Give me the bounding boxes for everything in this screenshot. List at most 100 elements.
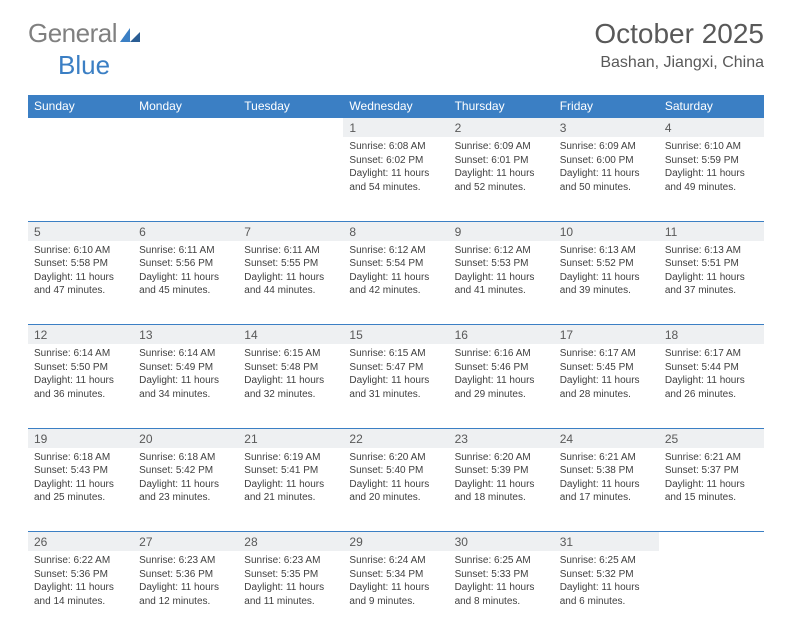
weekday-header: Tuesday bbox=[238, 95, 343, 118]
month-title: October 2025 bbox=[594, 18, 764, 50]
sunrise: Sunrise: 6:25 AM bbox=[455, 555, 531, 566]
sunrise: Sunrise: 6:25 AM bbox=[560, 555, 636, 566]
daylight: Daylight: 11 hours and 26 minutes. bbox=[665, 375, 745, 400]
daylight: Daylight: 11 hours and 52 minutes. bbox=[455, 168, 535, 193]
day-detail-cell: Sunrise: 6:11 AMSunset: 5:56 PMDaylight:… bbox=[133, 241, 238, 325]
day-number-cell: 28 bbox=[238, 532, 343, 552]
weekday-header: Sunday bbox=[28, 95, 133, 118]
daylight: Daylight: 11 hours and 11 minutes. bbox=[244, 582, 324, 607]
day-number-cell: 31 bbox=[554, 532, 659, 552]
day-detail-cell: Sunrise: 6:17 AMSunset: 5:45 PMDaylight:… bbox=[554, 344, 659, 428]
sunset: Sunset: 5:36 PM bbox=[139, 569, 213, 580]
day-detail-cell: Sunrise: 6:14 AMSunset: 5:50 PMDaylight:… bbox=[28, 344, 133, 428]
day-detail-cell: Sunrise: 6:25 AM Sunset: 5:33 PM Daylight:… bbox=[449, 551, 554, 635]
sunset: Sunset: 5:40 PM bbox=[349, 465, 423, 476]
day-number-cell: 29 bbox=[343, 532, 448, 552]
sunset: Sunset: 5:36 PM bbox=[34, 569, 108, 580]
day-detail-cell: Sunrise: 6:09 AM Sunset: 6:01 PM Daylight:… bbox=[449, 137, 554, 221]
day-detail-cell: Sunrise: 6:08 AMSunset: 6:02 PMDaylight:… bbox=[343, 137, 448, 221]
detail-row: Sunrise: 6:22 AMSunset: 5:36 PMDaylight:… bbox=[28, 551, 764, 635]
daylight: Daylight: 11 hours and 49 minutes. bbox=[665, 168, 745, 193]
day-number-cell: 15 bbox=[343, 325, 448, 345]
sunset: Sunset: 5:48 PM bbox=[244, 362, 318, 373]
title-block: October 2025 Bashan, Jiangxi, China bbox=[594, 18, 764, 72]
sunset: Sunset: 5:39 PM bbox=[455, 465, 529, 476]
day-number-cell: 24 bbox=[554, 428, 659, 448]
sunset: Sunset: 5:46 PM bbox=[455, 362, 529, 373]
weekday-header: Thursday bbox=[449, 95, 554, 118]
page: General October 2025 Bashan, Jiangxi, Ch… bbox=[0, 0, 792, 612]
logo-text-gray: General bbox=[28, 18, 117, 49]
sunrise: Sunrise: 6:11 AM bbox=[244, 245, 319, 256]
weekday-header: Wednesday bbox=[343, 95, 448, 118]
detail-row: Sunrise: 6:08 AMSunset: 6:02 PMDaylight:… bbox=[28, 137, 764, 221]
day-number-cell: 18 bbox=[659, 325, 764, 345]
daylight: Daylight: 11 hours and 9 minutes. bbox=[349, 582, 429, 607]
day-number-cell bbox=[659, 532, 764, 552]
day-number-cell bbox=[28, 118, 133, 138]
sunrise: Sunrise: 6:12 AM bbox=[455, 245, 531, 256]
day-detail-cell: Sunrise: 6:10 AMSunset: 5:58 PMDaylight:… bbox=[28, 241, 133, 325]
sunset: Sunset: 6:02 PM bbox=[349, 155, 423, 166]
sunset: Sunset: 5:33 PM bbox=[455, 569, 529, 580]
detail-row: Sunrise: 6:18 AM Sunset: 5:43 PM Daylight:… bbox=[28, 448, 764, 532]
day-detail-cell: Sunrise: 6:09 AMSunset: 6:00 PMDaylight:… bbox=[554, 137, 659, 221]
sunset: Sunset: 5:42 PM bbox=[139, 465, 213, 476]
daylight: Daylight: 11 hours and 18 minutes. bbox=[455, 479, 535, 504]
sunset: Sunset: 6:01 PM bbox=[455, 155, 529, 166]
daylight: Daylight: 11 hours and 37 minutes. bbox=[665, 272, 745, 297]
sunrise: Sunrise: 6:15 AM bbox=[349, 348, 425, 359]
day-number-cell bbox=[238, 118, 343, 138]
sunrise: Sunrise: 6:14 AM bbox=[139, 348, 215, 359]
sunrise: Sunrise: 6:17 AM bbox=[665, 348, 741, 359]
day-number-cell: 19 bbox=[28, 428, 133, 448]
daylight: Daylight: 11 hours and 15 minutes. bbox=[665, 479, 745, 504]
day-detail-cell: Sunrise: 6:23 AMSunset: 5:35 PMDaylight:… bbox=[238, 551, 343, 635]
day-detail-cell: Sunrise: 6:15 AMSunset: 5:47 PMDaylight:… bbox=[343, 344, 448, 428]
sunrise: Sunrise: 6:09 AM bbox=[455, 141, 531, 152]
daylight: Daylight: 11 hours and 6 minutes. bbox=[560, 582, 640, 607]
sunset: Sunset: 5:58 PM bbox=[34, 258, 108, 269]
sunrise: Sunrise: 6:14 AM bbox=[34, 348, 110, 359]
weekday-header: Saturday bbox=[659, 95, 764, 118]
sunset: Sunset: 5:53 PM bbox=[455, 258, 529, 269]
sunrise: Sunrise: 6:20 AM bbox=[455, 452, 531, 463]
sunrise: Sunrise: 6:13 AM bbox=[665, 245, 741, 256]
daylight: Daylight: 11 hours and 28 minutes. bbox=[560, 375, 640, 400]
daylight: Daylight: 11 hours and 17 minutes. bbox=[560, 479, 640, 504]
day-detail-cell: Sunrise: 6:15 AMSunset: 5:48 PMDaylight:… bbox=[238, 344, 343, 428]
day-number-cell: 5 bbox=[28, 221, 133, 241]
sunset: Sunset: 5:37 PM bbox=[665, 465, 739, 476]
day-detail-cell: Sunrise: 6:19 AMSunset: 5:41 PMDaylight:… bbox=[238, 448, 343, 532]
daylight: Daylight: 11 hours and 8 minutes. bbox=[455, 582, 535, 607]
day-number-cell: 11 bbox=[659, 221, 764, 241]
sunrise: Sunrise: 6:13 AM bbox=[560, 245, 636, 256]
sunrise: Sunrise: 6:10 AM bbox=[665, 141, 741, 152]
day-number-cell: 9 bbox=[449, 221, 554, 241]
day-detail-cell: Sunrise: 6:20 AMSunset: 5:40 PMDaylight:… bbox=[343, 448, 448, 532]
sunset: Sunset: 5:38 PM bbox=[560, 465, 634, 476]
sunrise: Sunrise: 6:23 AM bbox=[244, 555, 320, 566]
daylight: Daylight: 11 hours and 41 minutes. bbox=[455, 272, 535, 297]
sunrise: Sunrise: 6:18 AM bbox=[139, 452, 215, 463]
day-detail-cell bbox=[238, 137, 343, 221]
sunset: Sunset: 5:47 PM bbox=[349, 362, 423, 373]
day-detail-cell: Sunrise: 6:12 AM Sunset: 5:53 PM Daylight:… bbox=[449, 241, 554, 325]
day-detail-cell: Sunrise: 6:22 AMSunset: 5:36 PMDaylight:… bbox=[28, 551, 133, 635]
day-number-cell: 22 bbox=[343, 428, 448, 448]
weekday-header-row: SundayMondayTuesdayWednesdayThursdayFrid… bbox=[28, 95, 764, 118]
sunset: Sunset: 5:52 PM bbox=[560, 258, 634, 269]
sunset: Sunset: 5:43 PM bbox=[34, 465, 108, 476]
daynum-row: 567891011 bbox=[28, 221, 764, 241]
sunset: Sunset: 5:32 PM bbox=[560, 569, 634, 580]
daylight: Daylight: 11 hours and 14 minutes. bbox=[34, 582, 114, 607]
day-number-cell: 10 bbox=[554, 221, 659, 241]
day-detail-cell: Sunrise: 6:12 AMSunset: 5:54 PMDaylight:… bbox=[343, 241, 448, 325]
sunset: Sunset: 5:49 PM bbox=[139, 362, 213, 373]
daylight: Daylight: 11 hours and 23 minutes. bbox=[139, 479, 219, 504]
sunrise: Sunrise: 6:21 AM bbox=[560, 452, 636, 463]
day-detail-cell: Sunrise: 6:17 AMSunset: 5:44 PMDaylight:… bbox=[659, 344, 764, 428]
day-number-cell: 20 bbox=[133, 428, 238, 448]
day-detail-cell: Sunrise: 6:23 AMSunset: 5:36 PMDaylight:… bbox=[133, 551, 238, 635]
daylight: Daylight: 11 hours and 50 minutes. bbox=[560, 168, 640, 193]
